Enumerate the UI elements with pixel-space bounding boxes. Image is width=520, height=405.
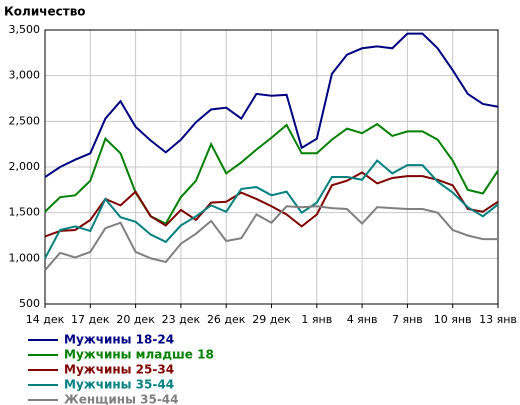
series-line [44,159,499,259]
y-tick-label: 3,500 [9,23,41,36]
series-line [44,32,499,178]
series-line [44,122,499,225]
y-tick-label: 2,000 [9,160,41,173]
x-tick-label: 29 дек [252,313,291,326]
chart-title: Количество [4,5,86,19]
series-line [44,171,499,238]
x-tick-label: 4 янв [347,313,378,326]
legend-label: Мужчины 18-24 [64,333,174,347]
y-tick-label: 1,500 [9,206,41,219]
y-tick-label: 500 [19,297,40,310]
y-tick-label: 2,500 [9,114,41,127]
legend-label: Мужчины младше 18 [64,348,214,362]
x-tick-label: 14 дек [26,313,65,326]
x-tick-label: 26 дек [207,313,246,326]
x-tick-label: 1 янв [301,313,332,326]
x-tick-label: 20 дек [116,313,155,326]
x-tick-label: 23 дек [162,313,201,326]
x-tick-label: 17 дек [71,313,110,326]
x-tick-label: 7 янв [392,313,423,326]
series-line [44,205,498,271]
x-tick-label: 10 янв [434,313,472,326]
legend-label: Женщины 35-44 [64,393,179,405]
plot-border [44,29,499,305]
legend-label: Мужчины 25-34 [64,363,174,377]
y-tick-label: 3,000 [9,69,41,82]
y-tick-label: 1,000 [9,251,41,264]
x-tick-label: 13 янв [479,313,517,326]
legend-label: Мужчины 35-44 [64,378,174,392]
